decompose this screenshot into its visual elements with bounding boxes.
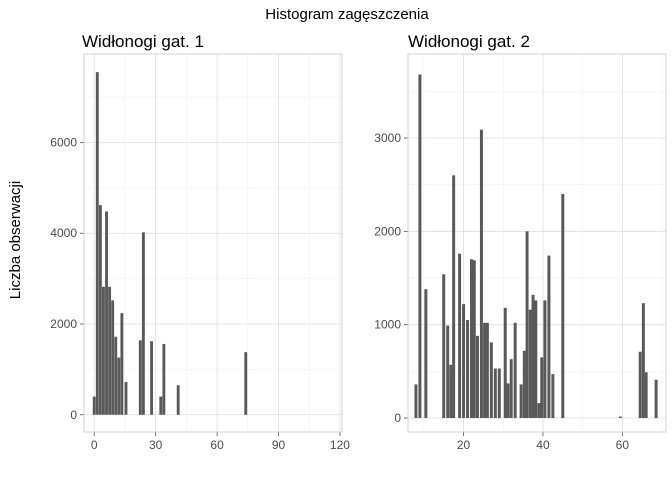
histogram-bar xyxy=(519,384,523,418)
histogram-bar xyxy=(547,255,551,418)
y-tick-label: 1000 xyxy=(374,318,401,332)
histogram-bar xyxy=(458,253,462,418)
histogram-bar xyxy=(124,382,128,415)
histogram-bar xyxy=(543,300,547,418)
panel-border xyxy=(83,53,343,433)
histogram-bar xyxy=(479,129,483,418)
histogram-bar xyxy=(102,286,105,415)
histogram-bar xyxy=(418,74,422,419)
histogram-bar xyxy=(483,322,487,418)
y-tick-label: 0 xyxy=(70,408,77,422)
histogram-bar xyxy=(150,341,154,415)
panel-title: Widłonogi gat. 2 xyxy=(408,32,530,51)
histogram-bar xyxy=(503,307,507,418)
y-tick-label: 2000 xyxy=(374,224,401,238)
histogram-bar xyxy=(176,385,180,415)
histogram-bar xyxy=(489,342,493,418)
y-tick-label: 2000 xyxy=(50,317,77,331)
y-tick-label: 4000 xyxy=(50,226,77,240)
histogram-bar xyxy=(141,232,145,415)
panel-species-2: Widłonogi gat. 2 0 1000 2000 3000 20 40 60 xyxy=(374,32,667,452)
histogram-bar xyxy=(442,274,446,418)
histogram-bar xyxy=(540,357,544,418)
histogram-bar xyxy=(114,336,118,415)
histogram-bar xyxy=(506,383,510,418)
panel-title: Widłonogi gat. 1 xyxy=(82,32,204,51)
histogram-bar xyxy=(105,211,108,415)
histogram-bar xyxy=(414,384,418,418)
histogram-bar xyxy=(641,303,645,418)
histogram-bar xyxy=(485,322,489,418)
histogram-bar xyxy=(452,175,456,418)
histogram-bar xyxy=(138,340,142,415)
x-tick-label: 120 xyxy=(330,438,350,452)
histogram-bar xyxy=(531,294,535,418)
histogram-bar xyxy=(513,322,517,418)
histogram-bar xyxy=(493,368,497,418)
histogram-bar xyxy=(618,416,622,418)
histogram-bar xyxy=(92,396,96,415)
histogram-bar xyxy=(644,372,648,418)
histogram-bar xyxy=(244,352,248,415)
panel-species-1: Widłonogi gat. 1 0 2000 4000 6000 0 30 60 90 120 xyxy=(50,32,350,452)
x-tick-label: 60 xyxy=(210,438,224,452)
histogram-bar xyxy=(537,403,541,418)
histogram-bar xyxy=(466,320,470,418)
histogram-bar xyxy=(117,357,121,415)
histogram-bar xyxy=(162,343,166,415)
y-tick-label: 6000 xyxy=(50,135,77,149)
x-tick-label: 0 xyxy=(91,438,98,452)
histogram-bar xyxy=(638,351,642,418)
histogram-bar xyxy=(98,205,102,415)
histogram-bar xyxy=(534,300,538,418)
histogram-bar xyxy=(525,231,529,418)
histogram-bar xyxy=(120,313,124,415)
histogram-bar xyxy=(446,325,450,418)
histogram-bar xyxy=(462,304,466,418)
histogram-bar xyxy=(497,368,501,418)
histogram-bar xyxy=(472,260,476,418)
histogram-bar xyxy=(654,379,658,418)
x-tick-label: 40 xyxy=(536,438,550,452)
histogram-bar xyxy=(561,194,565,418)
x-tick-label: 90 xyxy=(272,438,286,452)
histogram-bar xyxy=(449,364,453,418)
panel-border xyxy=(407,53,667,433)
y-tick-label: 0 xyxy=(394,411,401,425)
histogram-bar xyxy=(108,286,112,415)
histogram-bar xyxy=(470,259,473,418)
y-tick-label: 3000 xyxy=(374,131,401,145)
y-axis-label: Liczba obserwacji xyxy=(7,181,24,299)
histogram-bar xyxy=(551,374,555,418)
figure-title: Histogram zagęszczenia xyxy=(265,6,429,23)
histogram-bar xyxy=(424,289,428,418)
x-tick-label: 30 xyxy=(149,438,163,452)
histogram-bar xyxy=(159,396,163,415)
histogram-bar xyxy=(111,300,115,415)
histogram-bar xyxy=(509,359,513,418)
x-tick-label: 60 xyxy=(616,438,630,452)
histogram-bar xyxy=(528,309,532,418)
x-tick-label: 20 xyxy=(457,438,471,452)
histogram-bar xyxy=(475,335,479,418)
histogram-bar xyxy=(522,350,526,418)
histogram-bar xyxy=(95,72,99,415)
